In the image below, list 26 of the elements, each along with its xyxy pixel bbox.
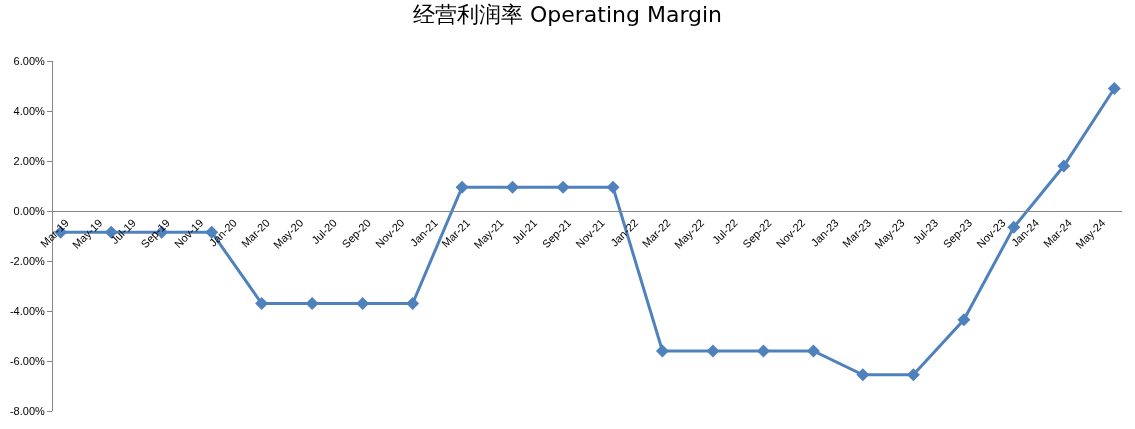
point [856, 368, 870, 382]
point [506, 180, 520, 194]
point [305, 297, 319, 310]
y-tick-label: 4.00% [13, 104, 46, 117]
point [655, 344, 669, 358]
point [906, 368, 920, 382]
point [356, 297, 370, 310]
y-tick-label: 6.00% [13, 54, 46, 67]
point [455, 180, 469, 194]
chart-title: 经营利润率 Operating Margin [412, 1, 723, 27]
point [706, 344, 720, 358]
y-tick-label: -8.00% [9, 404, 46, 417]
y-tick-label: -4.00% [9, 304, 46, 317]
y-tick-label: 0.00% [13, 204, 46, 217]
point [957, 313, 971, 327]
point [556, 180, 570, 194]
point [606, 180, 620, 194]
point [806, 344, 820, 358]
point [756, 344, 770, 358]
y-tick-label: -6.00% [9, 354, 46, 367]
point [406, 297, 420, 310]
y-tick-label: 2.00% [13, 154, 46, 167]
point [1107, 82, 1121, 95]
point [1057, 159, 1071, 173]
point [255, 297, 269, 310]
y-tick-label: -2.00% [9, 254, 46, 267]
